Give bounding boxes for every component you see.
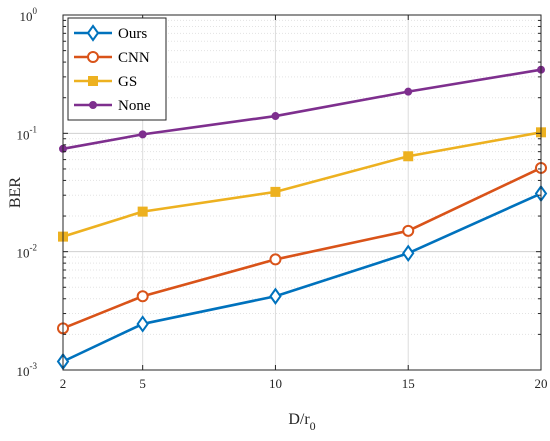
data-point-gs	[270, 186, 281, 197]
legend-label-ours: Ours	[118, 26, 147, 42]
x-tick-label: 10	[269, 376, 282, 391]
legend-marker-gs	[88, 76, 98, 86]
x-tick-label: 2	[60, 376, 67, 391]
series-ours	[56, 184, 548, 371]
legend-marker-none	[89, 101, 97, 109]
ticks	[62, 14, 542, 371]
data-point-ours	[136, 315, 149, 333]
x-axis-label: D/r0	[288, 411, 315, 433]
legend-marker-ours	[86, 24, 100, 42]
series-line-cnn	[62, 166, 542, 330]
x-tick-labels: 2 5 10 15 20	[60, 376, 548, 391]
data-point-none	[271, 112, 280, 121]
data-point-none	[404, 87, 413, 96]
y-tick-labels: 10-3 10-2 10-1 100	[17, 6, 38, 379]
y-tick-label: 10-2	[17, 243, 38, 261]
data-point-gs	[137, 206, 148, 217]
series-cnn	[57, 161, 547, 335]
series-line-gs	[62, 131, 542, 238]
x-tick-label: 5	[139, 376, 146, 391]
legend-label-none: None	[118, 98, 151, 114]
legend-marker-cnn	[87, 51, 99, 63]
x-tick-label: 15	[402, 376, 415, 391]
data-point-ours	[401, 244, 415, 262]
data-point-gs	[403, 151, 414, 162]
data-point-cnn	[402, 224, 415, 237]
y-tick-label: 10-1	[17, 124, 38, 142]
plot-area-border	[62, 14, 542, 371]
y-tick-label: 10-3	[17, 361, 38, 379]
x-tick-label: 20	[535, 376, 548, 391]
legend-label-cnn: CNN	[118, 50, 150, 66]
data-point-cnn	[269, 253, 282, 266]
series-line-ours	[62, 192, 542, 363]
legend-label-gs: GS	[118, 74, 137, 90]
legend: Ours CNN GS None	[67, 17, 167, 121]
y-tick-label: 100	[20, 6, 38, 24]
data-point-cnn	[136, 290, 149, 303]
data-point-ours	[269, 287, 282, 305]
data-point-none	[138, 130, 147, 139]
series-layer	[56, 65, 548, 371]
legend-box	[67, 17, 167, 121]
y-axis-label: BER	[7, 177, 24, 208]
